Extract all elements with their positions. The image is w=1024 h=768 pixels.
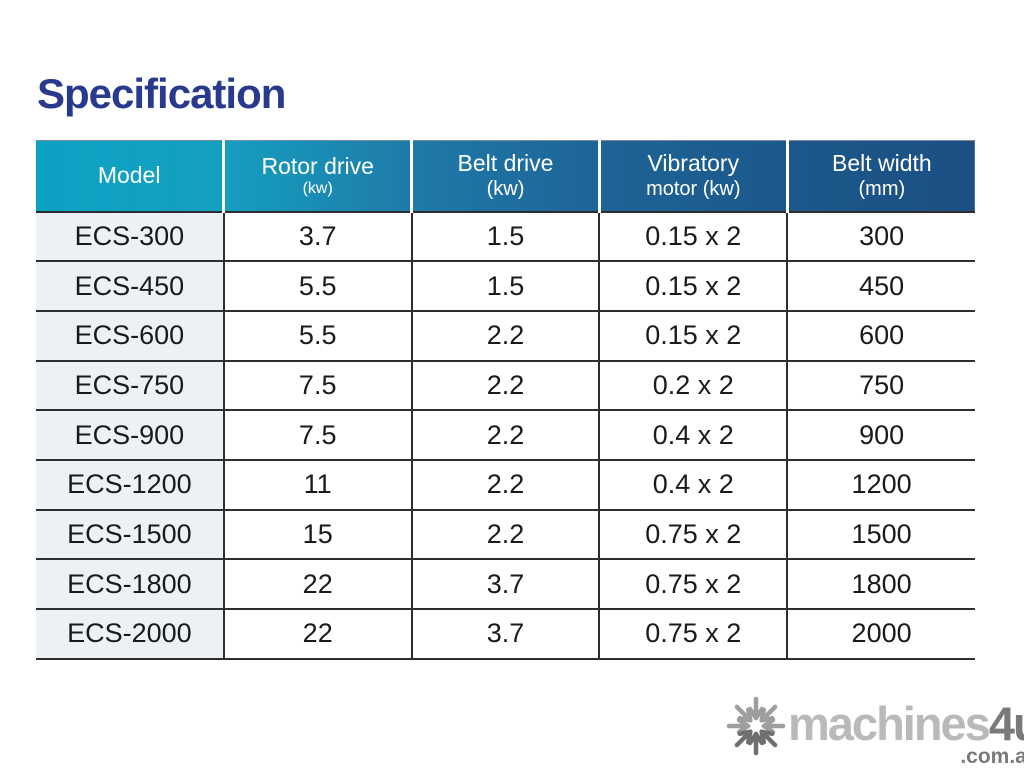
col-header-sublabel: (mm)	[858, 177, 906, 200]
cell-belt-drive: 2.2	[410, 458, 600, 510]
cell-model: ECS-1200	[36, 458, 224, 510]
table-header-row: Model Rotor drive (kw) Belt drive (kw) V…	[36, 140, 975, 213]
cell-belt-drive: 1.5	[410, 210, 600, 262]
col-header-belt-drive: Belt drive (kw)	[410, 140, 600, 213]
col-header-sublabel: motor (kw)	[646, 177, 741, 200]
logo-domain: .com.au	[960, 744, 1024, 768]
cell-model: ECS-600	[36, 309, 224, 361]
cell-vibratory-motor: 0.4 x 2	[598, 458, 788, 510]
cell-rotor-drive: 3.7	[222, 210, 412, 262]
cell-model: ECS-2000	[36, 608, 224, 660]
cell-belt-drive: 2.2	[410, 309, 600, 361]
cell-belt-drive: 3.7	[410, 608, 600, 660]
cell-belt-drive: 2.2	[410, 359, 600, 411]
logo-brand: machines	[788, 697, 991, 750]
cell-rotor-drive: 7.5	[222, 359, 412, 411]
table-row: ECS-1200 11 2.2 0.4 x 2 1200	[36, 458, 975, 510]
page-title: Specification	[37, 70, 286, 117]
col-header-rotor-drive: Rotor drive (kw)	[222, 140, 412, 213]
logo-brand-line: machines4u	[788, 700, 1024, 747]
cell-vibratory-motor: 0.75 x 2	[598, 508, 788, 560]
cell-model: ECS-750	[36, 359, 224, 411]
snowflake-arrows-icon	[725, 694, 787, 763]
table-body: ECS-300 3.7 1.5 0.15 x 2 300 ECS-450 5.5…	[36, 210, 975, 660]
cell-belt-drive: 2.2	[410, 508, 600, 560]
col-header-label: Belt width	[831, 150, 932, 177]
cell-belt-width: 600	[786, 309, 975, 361]
cell-belt-drive: 1.5	[410, 260, 600, 311]
cell-vibratory-motor: 0.75 x 2	[598, 608, 788, 660]
cell-vibratory-motor: 0.15 x 2	[598, 309, 788, 361]
cell-belt-width: 1500	[786, 508, 975, 560]
col-header-sublabel: (kw)	[486, 177, 525, 200]
cell-rotor-drive: 22	[222, 558, 412, 609]
cell-vibratory-motor: 0.75 x 2	[598, 558, 788, 609]
col-header-vibratory-motor: Vibratory motor (kw)	[597, 140, 788, 213]
cell-belt-width: 300	[786, 210, 975, 262]
cell-model: ECS-450	[36, 260, 224, 311]
cell-vibratory-motor: 0.4 x 2	[598, 409, 788, 460]
table-row: ECS-1500 15 2.2 0.75 x 2 1500	[36, 508, 975, 560]
table-row: ECS-900 7.5 2.2 0.4 x 2 900	[36, 409, 975, 460]
table-row: ECS-2000 22 3.7 0.75 x 2 2000	[36, 608, 975, 660]
logo-text: machines4u .com.au	[788, 692, 1024, 768]
table-row: ECS-750 7.5 2.2 0.2 x 2 750	[36, 359, 975, 411]
cell-rotor-drive: 7.5	[222, 409, 412, 460]
cell-belt-width: 1200	[786, 458, 975, 510]
cell-belt-drive: 2.2	[410, 409, 600, 460]
cell-rotor-drive: 5.5	[222, 260, 412, 311]
col-header-model: Model	[36, 140, 224, 213]
cell-model: ECS-1500	[36, 508, 224, 560]
cell-rotor-drive: 15	[222, 508, 412, 560]
cell-vibratory-motor: 0.15 x 2	[598, 260, 788, 311]
machines4u-watermark-logo: machines4u .com.au	[725, 692, 1024, 768]
cell-belt-width: 2000	[786, 608, 975, 660]
logo-brand-suffix: 4u	[988, 697, 1024, 750]
cell-belt-width: 1800	[786, 558, 975, 609]
cell-model: ECS-300	[36, 210, 224, 262]
table-row: ECS-300 3.7 1.5 0.15 x 2 300	[36, 210, 975, 262]
table-row: ECS-600 5.5 2.2 0.15 x 2 600	[36, 309, 975, 361]
table-header: Model Rotor drive (kw) Belt drive (kw) V…	[36, 140, 975, 213]
cell-vibratory-motor: 0.15 x 2	[598, 210, 788, 262]
cell-belt-width: 450	[786, 260, 975, 311]
col-header-label: Rotor drive	[261, 152, 374, 179]
cell-model: ECS-1800	[36, 558, 224, 609]
cell-rotor-drive: 11	[222, 458, 412, 510]
col-header-label: Belt drive	[457, 150, 554, 177]
table-row: ECS-450 5.5 1.5 0.15 x 2 450	[36, 260, 975, 311]
cell-model: ECS-900	[36, 409, 224, 460]
table-row: ECS-1800 22 3.7 0.75 x 2 1800	[36, 558, 975, 609]
cell-rotor-drive: 5.5	[222, 309, 412, 361]
cell-rotor-drive: 22	[222, 608, 412, 660]
cell-vibratory-motor: 0.2 x 2	[598, 359, 788, 411]
col-header-belt-width: Belt width (mm)	[785, 140, 975, 213]
cell-belt-drive: 3.7	[410, 558, 600, 609]
cell-belt-width: 900	[786, 409, 975, 460]
col-header-sublabel: (kw)	[302, 179, 333, 197]
col-header-label: Vibratory	[647, 150, 740, 177]
col-header-label: Model	[97, 162, 161, 189]
specification-table: Model Rotor drive (kw) Belt drive (kw) V…	[36, 140, 975, 660]
cell-belt-width: 750	[786, 359, 975, 411]
